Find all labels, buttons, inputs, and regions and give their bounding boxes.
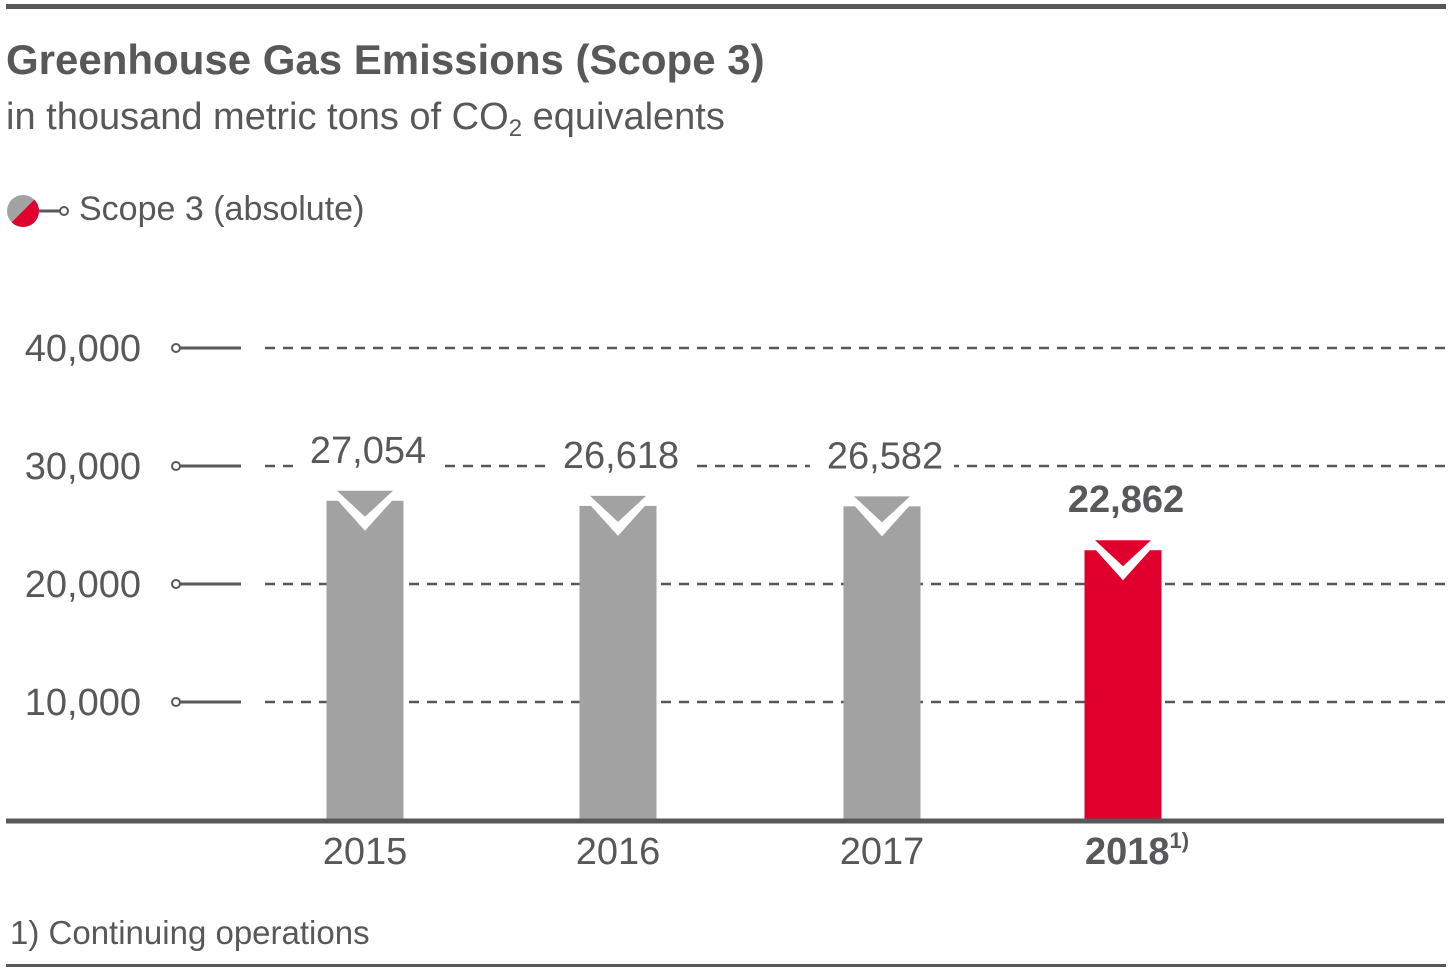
value-pointer xyxy=(854,496,910,523)
bar xyxy=(843,506,921,820)
value-pointer xyxy=(1095,540,1151,567)
subtitle-prefix: in thousand metric tons of CO xyxy=(6,96,509,138)
value-pointer xyxy=(337,490,393,517)
bar-layer xyxy=(6,428,1444,824)
label-layer: 10,000 20,000 30,000 40,000 27,054 2015 26,618… xyxy=(25,328,1189,873)
y-tick-label: 10,000 xyxy=(25,682,141,724)
value-label-background xyxy=(293,428,437,471)
value-label-background xyxy=(1051,478,1195,521)
x-tick-label: 2015 xyxy=(323,831,408,873)
y-tick-label: 30,000 xyxy=(25,446,141,488)
tick-marker xyxy=(171,461,181,471)
legend-label: Scope 3 (absolute) xyxy=(79,190,365,228)
value-label: 26,582 xyxy=(827,435,943,477)
tick-marker xyxy=(171,343,181,353)
x-tick-label: 2017 xyxy=(840,831,925,873)
subtitle-subscript: 2 xyxy=(508,115,523,142)
footnote: 1) Continuing operations xyxy=(10,914,370,951)
subtitle-suffix: equivalents xyxy=(522,96,725,138)
y-tick-label: 20,000 xyxy=(25,564,141,606)
x-tick-label: 20181) xyxy=(1085,828,1189,873)
bar xyxy=(326,500,404,820)
value-pointer xyxy=(590,495,646,522)
value-label-background xyxy=(546,433,690,476)
tick-marker xyxy=(171,579,181,589)
grid-layer xyxy=(171,343,1445,707)
x-tick-label: 2016 xyxy=(576,831,661,873)
bottom-rule xyxy=(6,964,1446,967)
value-label: 27,054 xyxy=(310,430,426,472)
value-label: 26,618 xyxy=(563,435,679,477)
top-rule xyxy=(6,4,1446,9)
chart-subtitle: in thousand metric tons of CO2 equivalen… xyxy=(6,96,725,143)
footnote-marker: 1) xyxy=(1169,828,1189,853)
y-tick-label: 40,000 xyxy=(25,328,141,370)
chart-title: Greenhouse Gas Emissions (Scope 3) xyxy=(6,36,765,83)
half-gray-half-red-circle-icon xyxy=(7,195,69,227)
tick-marker xyxy=(171,697,181,707)
bar xyxy=(579,505,657,820)
value-label-background xyxy=(810,434,954,477)
bar xyxy=(1084,550,1162,820)
value-label: 22,862 xyxy=(1068,479,1184,521)
